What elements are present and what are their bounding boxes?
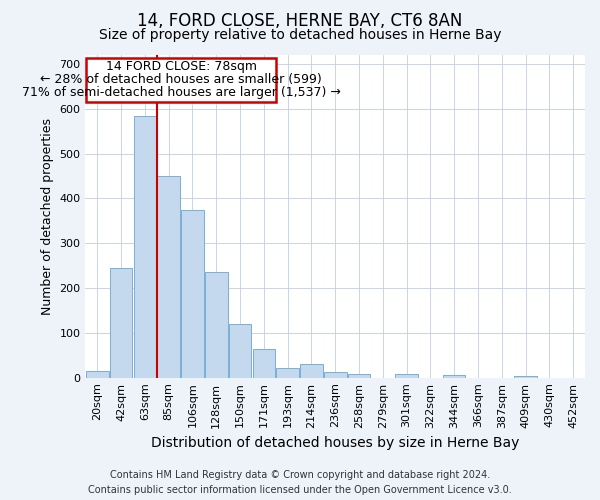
Bar [324, 372, 347, 378]
Bar [514, 376, 537, 378]
Bar [110, 268, 133, 378]
X-axis label: Distribution of detached houses by size in Herne Bay: Distribution of detached houses by size … [151, 436, 520, 450]
Text: Size of property relative to detached houses in Herne Bay: Size of property relative to detached ho… [99, 28, 501, 42]
Y-axis label: Number of detached properties: Number of detached properties [41, 118, 54, 315]
Bar [395, 374, 418, 378]
Bar [86, 371, 109, 378]
Bar [229, 324, 251, 378]
Bar [205, 272, 227, 378]
Bar [253, 348, 275, 378]
Bar [181, 210, 204, 378]
Text: Contains HM Land Registry data © Crown copyright and database right 2024.
Contai: Contains HM Land Registry data © Crown c… [88, 470, 512, 495]
Bar [300, 364, 323, 378]
Text: 14 FORD CLOSE: 78sqm: 14 FORD CLOSE: 78sqm [106, 60, 257, 74]
Text: 71% of semi-detached houses are larger (1,537) →: 71% of semi-detached houses are larger (… [22, 86, 340, 99]
Text: ← 28% of detached houses are smaller (599): ← 28% of detached houses are smaller (59… [40, 72, 322, 86]
Bar [86, 58, 276, 102]
Text: 14, FORD CLOSE, HERNE BAY, CT6 8AN: 14, FORD CLOSE, HERNE BAY, CT6 8AN [137, 12, 463, 30]
Bar [134, 116, 156, 378]
Bar [443, 376, 466, 378]
Bar [277, 368, 299, 378]
Bar [157, 176, 180, 378]
Bar [348, 374, 370, 378]
